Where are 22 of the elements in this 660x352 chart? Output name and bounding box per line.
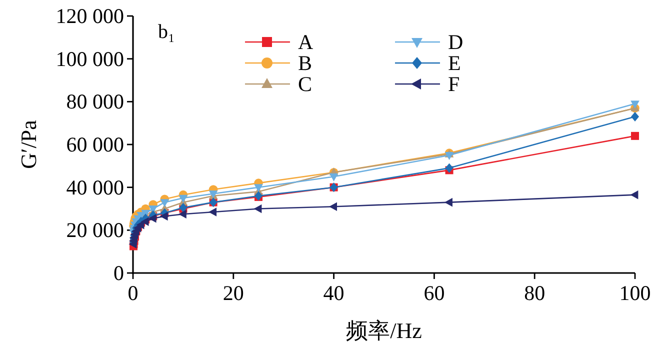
y-tick-label: 80 000 <box>66 90 124 114</box>
x-tick-label: 20 <box>222 281 244 305</box>
legend-label: B <box>298 51 312 75</box>
y-tick-label: 60 000 <box>66 132 124 156</box>
legend-label: A <box>298 30 314 54</box>
legend-label: F <box>448 72 460 96</box>
x-tick-label: 100 <box>619 281 651 305</box>
x-tick-label: 80 <box>524 281 546 305</box>
y-tick-label: 20 000 <box>66 218 124 242</box>
x-tick-label: 40 <box>323 281 344 305</box>
y-tick-label: 120 000 <box>56 4 124 28</box>
y-tick-label: 0 <box>114 261 124 285</box>
x-axis-title: 频率/Hz <box>346 318 422 343</box>
y-tick-label: 40 000 <box>66 175 124 200</box>
legend-label: D <box>448 30 464 54</box>
legend-label: C <box>298 72 312 96</box>
y-axis-title: G′/Pa <box>16 120 41 169</box>
y-tick-label: 100 000 <box>56 46 124 71</box>
legend-label: E <box>448 51 461 75</box>
x-tick-label: 60 <box>424 281 445 305</box>
annotation: b₁ <box>158 21 175 43</box>
x-tick-label: 0 <box>128 281 138 305</box>
